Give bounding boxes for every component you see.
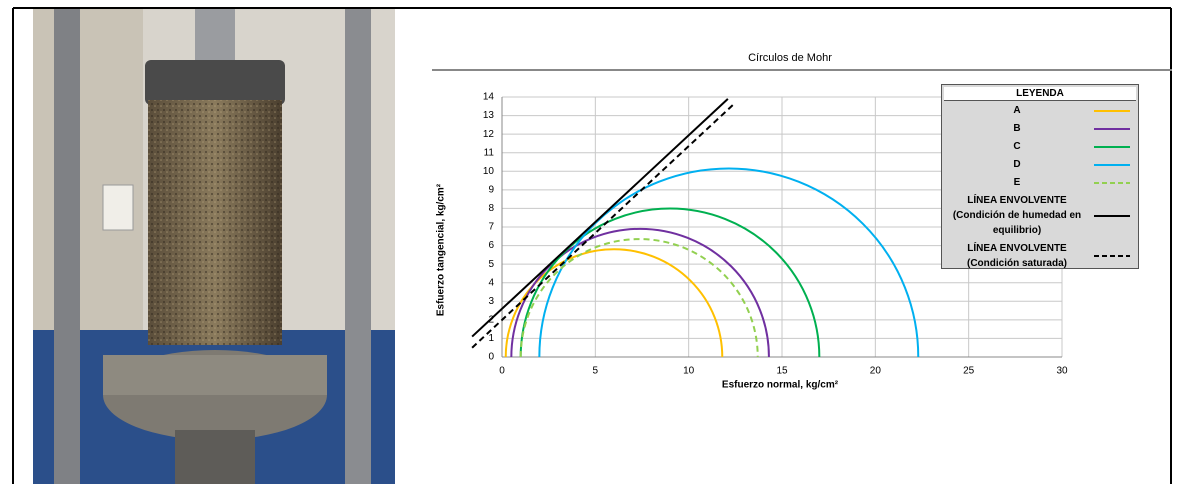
legend-label: LÍNEA ENVOLVENTE (Condición de humedad e… [942,193,1092,238]
legend-swatch [1092,106,1132,116]
x-tick-label: 15 [776,366,788,377]
mohr-circle [521,239,758,357]
legend-label: LÍNEA ENVOLVENTE (Condición saturada) [942,241,1092,271]
y-tick-label: 12 [483,129,495,140]
legend-label: E [942,175,1092,190]
legend-entry: A [942,103,1138,118]
legend-entry: C [942,139,1138,154]
y-tick-label: 3 [488,296,494,307]
legend-swatch [1092,160,1132,170]
y-tick-label: 7 [488,222,494,233]
x-tick-label: 20 [870,366,882,377]
y-tick-label: 5 [488,259,494,270]
legend-entry: D [942,157,1138,172]
legend-swatch [1092,211,1132,221]
legend-label: C [942,139,1092,154]
x-tick-label: 5 [593,366,599,377]
y-tick-label: 9 [488,184,494,195]
legend-label: B [942,121,1092,136]
page: {"chart_data": {"type": "mohr", "title":… [0,0,1179,484]
legend-entry: E [942,175,1138,190]
legend-title: LEYENDA [944,87,1136,101]
y-tick-label: 11 [484,147,495,158]
legend-entry: B [942,121,1138,136]
x-tick-label: 30 [1056,366,1068,377]
legend-label: A [942,103,1092,118]
y-tick-label: 0 [488,352,494,363]
y-tick-label: 8 [488,203,494,214]
x-tick-label: 25 [963,366,975,377]
y-tick-label: 6 [488,240,494,251]
legend-swatch [1092,178,1132,188]
legend-entry: LÍNEA ENVOLVENTE (Condición saturada) [942,241,1138,271]
x-tick-label: 0 [499,366,505,377]
y-tick-label: 14 [483,92,495,103]
x-tick-label: 10 [683,366,695,377]
legend-swatch [1092,142,1132,152]
mohr-circle [506,249,723,357]
y-tick-label: 4 [488,277,494,288]
y-tick-label: 10 [483,166,495,177]
envelope-line [472,104,733,347]
legend-label: D [942,157,1092,172]
legend-swatch [1092,124,1132,134]
y-tick-label: 13 [483,110,495,121]
chart-title: Círculos de Mohr [748,52,832,64]
x-axis-label: Esfuerzo normal, kg/cm² [722,380,839,391]
legend-entry: LÍNEA ENVOLVENTE (Condición de humedad e… [942,193,1138,238]
legend-swatch [1092,251,1132,261]
y-axis-label: Esfuerzo tangencial, kg/cm² [436,183,447,316]
y-tick-label: 1 [488,333,494,344]
photo [33,9,395,484]
